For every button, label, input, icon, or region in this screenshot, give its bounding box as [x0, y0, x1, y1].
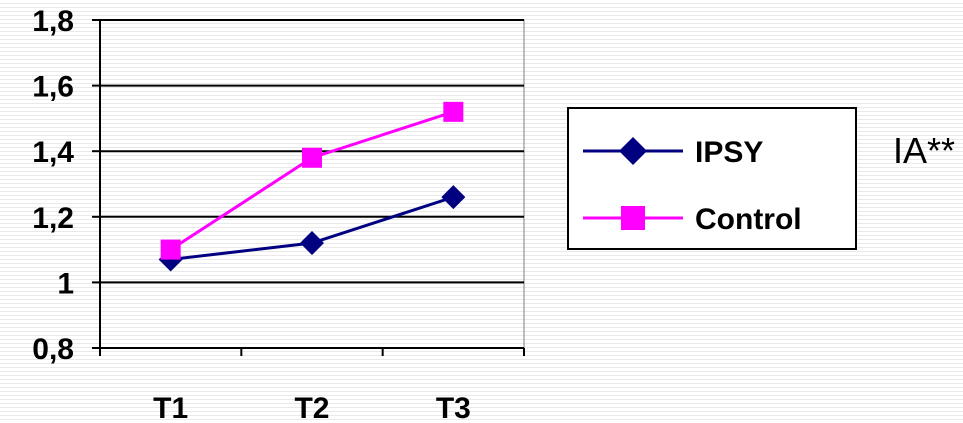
- legend-label-control: Control: [695, 203, 802, 236]
- y-tick-label: 1: [57, 267, 74, 300]
- y-tick-label: 1,6: [32, 71, 74, 104]
- legend-box: [567, 107, 857, 250]
- x-tick-labels: T1 T2 T3: [99, 348, 525, 423]
- legend: IPSY Control: [567, 107, 857, 250]
- x-tick-label: T3: [436, 392, 471, 423]
- annotation-label: IA**: [893, 130, 955, 171]
- axes: [99, 20, 524, 349]
- x-tick-label: T1: [153, 392, 188, 423]
- legend-label-ipsy: IPSY: [695, 136, 763, 169]
- y-tick-label: 0,8: [32, 333, 74, 366]
- y-tick-labels: 0,8 1 1,2 1,4 1,6 1,8: [32, 5, 74, 366]
- legend-marker-control: [621, 206, 645, 230]
- data-point-control: [443, 101, 464, 122]
- legend-marker-ipsy: [619, 137, 647, 165]
- y-tick-label: 1,2: [32, 202, 74, 235]
- data-point-ipsy: [300, 231, 324, 256]
- y-tick-label: 1,4: [32, 136, 74, 169]
- data-point-control: [302, 147, 322, 168]
- y-tick-label: 1,8: [32, 5, 74, 38]
- x-tick-label: T2: [294, 392, 329, 423]
- plot-area: [99, 19, 525, 349]
- data-point-control: [160, 239, 181, 260]
- data-point-ipsy: [441, 185, 466, 210]
- series-group: [158, 101, 466, 272]
